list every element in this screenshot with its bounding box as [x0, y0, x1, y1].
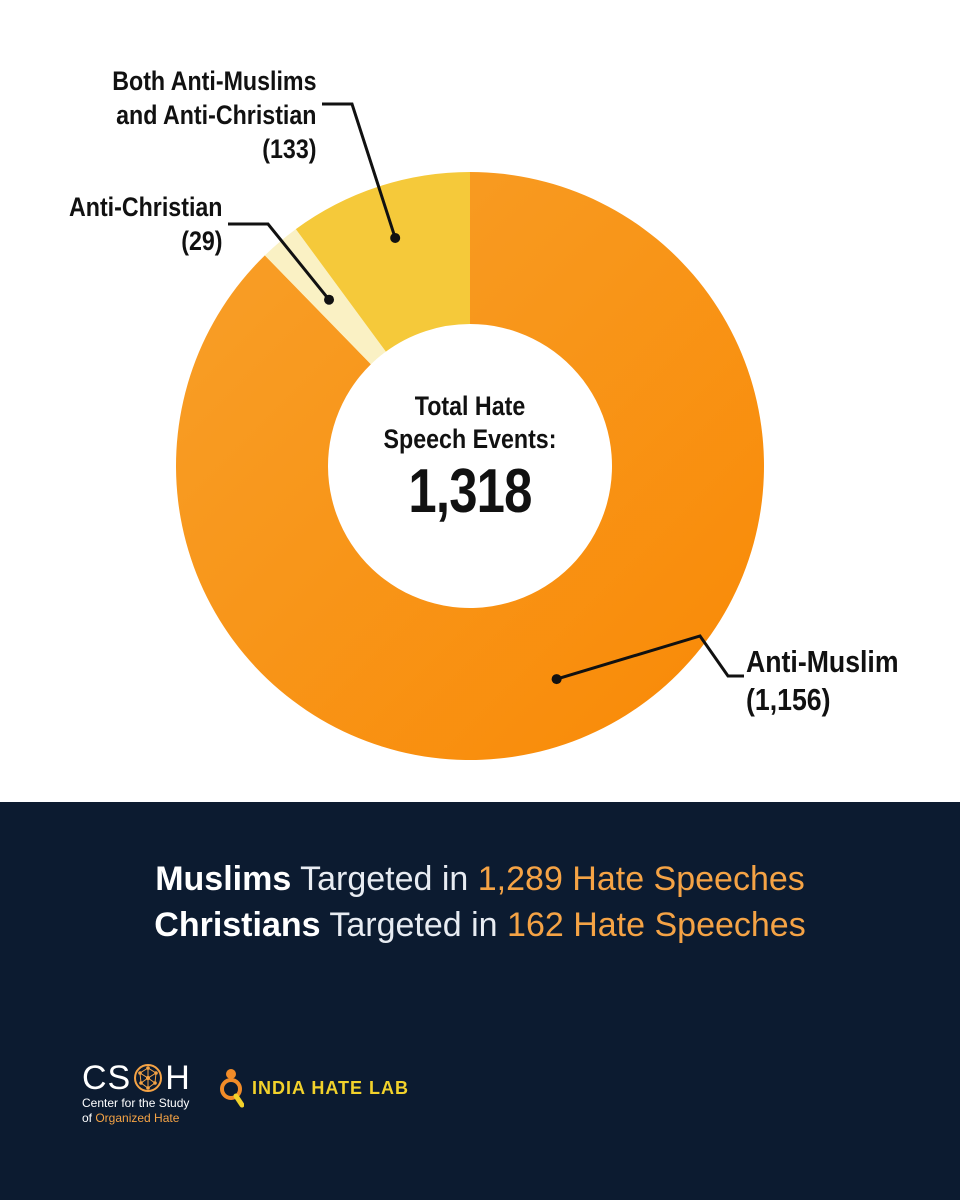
- chart-area: Both Anti-Muslims and Anti-Christian (13…: [68, 64, 899, 761]
- csoh-letters-left: CS: [82, 1059, 132, 1097]
- slice-both: [295, 172, 470, 352]
- headline-muslims: Muslims Targeted in 1,289 Hate Speeches: [0, 860, 960, 899]
- donut-chart: [176, 102, 765, 761]
- csoh-sub2-prefix: of: [82, 1111, 96, 1125]
- headline-1-accent: 1,289 Hate Speeches: [477, 860, 805, 898]
- callout-muslim-line1: Anti-Muslim: [746, 644, 899, 679]
- headline-2-mid: Targeted in: [320, 906, 508, 944]
- leader-anti-muslim: [556, 634, 744, 681]
- callout-label-anti-muslim: Anti-Muslim (1,156): [746, 643, 899, 719]
- india-hate-lab-logo: INDIA HATE LAB: [218, 1068, 409, 1108]
- donut-center-text: Total Hate Speech Events: 1,318: [330, 390, 610, 528]
- csoh-logo: CS H Center for the Study of Organized H…: [82, 1060, 202, 1126]
- india-hate-lab-wordmark: INDIA HATE LAB: [252, 1077, 409, 1098]
- leader-anti-muslim-dot: [551, 674, 562, 685]
- headline-1-strong: Muslims: [155, 860, 292, 898]
- csoh-sub2-accent: Organized Hate: [95, 1111, 180, 1125]
- leader-anti-christian-dot: [324, 294, 335, 305]
- leader-anti-christian: [228, 222, 331, 301]
- leader-both-dot: [390, 232, 401, 243]
- center-total-value: 1,318: [408, 457, 532, 526]
- headline-2-accent: 162 Hate Speeches: [507, 906, 806, 944]
- headline-christians: Christians Targeted in 162 Hate Speeches: [0, 906, 960, 945]
- leader-both: [322, 102, 397, 239]
- csoh-subtitle-line1: Center for the Study: [82, 1096, 190, 1110]
- headline-1-mid: Targeted in: [291, 860, 478, 898]
- center-line1: Total Hate: [414, 391, 526, 421]
- callout-label-both: Both Anti-Muslims and Anti-Christian (13…: [112, 64, 316, 166]
- globe-network-icon: [134, 1064, 163, 1092]
- headline-2-strong: Christians: [154, 906, 321, 944]
- magnifier-person-icon: [220, 1069, 244, 1108]
- callout-both-line1: Both Anti-Muslims: [111, 66, 316, 96]
- callout-muslim-value: (1,156): [746, 682, 831, 717]
- callout-label-anti-christian: Anti-Christian (29): [68, 190, 222, 258]
- slice-anti-muslim: [176, 172, 765, 761]
- callout-christian-value: (29): [180, 226, 222, 256]
- callout-christian-line1: Anti-Christian: [68, 192, 222, 222]
- center-line2: Speech Events:: [383, 424, 557, 454]
- csoh-letters-right: H: [165, 1059, 191, 1097]
- csoh-wordmark: CS H: [82, 1060, 202, 1096]
- summary-band: Muslims Targeted in 1,289 Hate Speeches …: [0, 802, 960, 1200]
- callout-both-value: (133): [261, 134, 316, 164]
- csoh-subtitle-line2: of Organized Hate: [82, 1111, 202, 1126]
- callout-both-line2: and Anti-Christian: [115, 100, 316, 130]
